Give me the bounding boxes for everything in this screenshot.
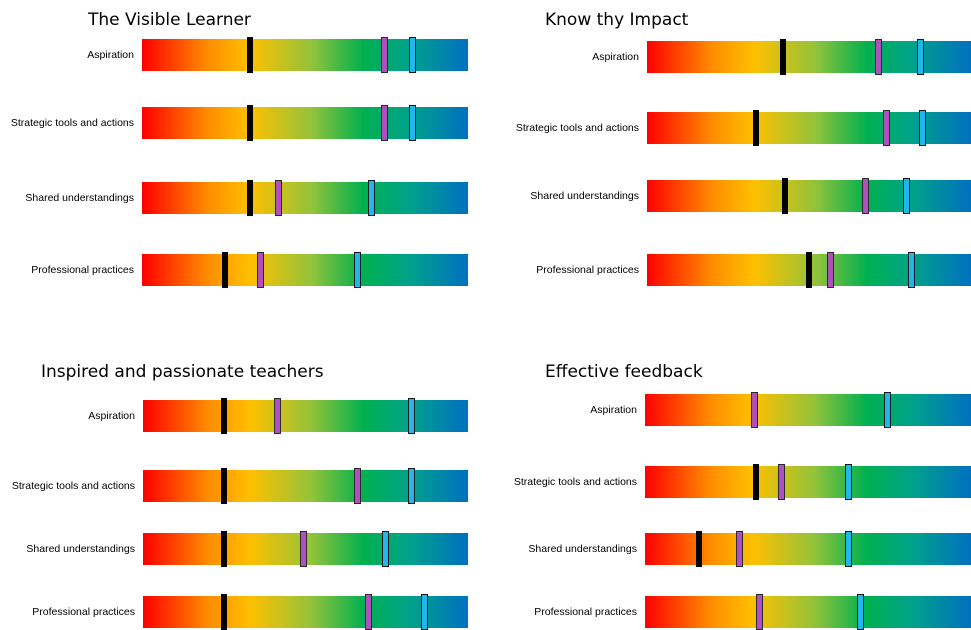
- row-label-professional-practices: Professional practices: [534, 606, 637, 618]
- black-marker: [752, 110, 759, 146]
- blue-marker: [918, 110, 926, 146]
- purple-marker: [275, 180, 283, 216]
- purple-marker: [257, 252, 265, 288]
- gradient-bar-professional-practices: [142, 252, 468, 288]
- black-marker: [221, 594, 228, 630]
- gradient-bar-strategic-tools-and-actions: [142, 105, 468, 141]
- gradient-bar-strategic-tools-and-actions: [647, 110, 971, 146]
- row-label-strategic-tools-and-actions: Strategic tools and actions: [513, 476, 637, 488]
- blue-marker: [884, 392, 892, 428]
- panel-title: Effective feedback: [545, 362, 703, 382]
- purple-marker: [875, 39, 883, 75]
- purple-marker: [750, 392, 758, 428]
- gradient-bar-aspiration: [647, 39, 971, 75]
- blue-marker: [845, 531, 853, 567]
- purple-marker: [755, 594, 763, 630]
- black-marker: [752, 464, 759, 500]
- gradient-bar-professional-practices: [647, 252, 971, 288]
- blue-marker: [845, 464, 853, 500]
- blue-marker: [409, 105, 417, 141]
- blue-marker: [420, 594, 428, 630]
- purple-marker: [354, 468, 361, 504]
- blue-marker: [907, 252, 915, 288]
- row-label-strategic-tools-and-actions: Strategic tools and actions: [515, 122, 639, 134]
- gradient-bar-shared-understandings: [645, 531, 971, 567]
- black-marker: [246, 105, 253, 141]
- purple-marker: [778, 464, 786, 500]
- purple-marker: [883, 110, 891, 146]
- gradient-bar-shared-understandings: [647, 178, 971, 214]
- blue-marker: [381, 531, 389, 567]
- row-label-shared-understandings: Shared understandings: [25, 192, 134, 204]
- row-label-professional-practices: Professional practices: [32, 606, 135, 618]
- panel-title: Know thy Impact: [545, 10, 689, 30]
- purple-marker: [274, 398, 282, 434]
- black-marker: [781, 178, 788, 214]
- blue-marker: [409, 37, 417, 73]
- blue-marker: [353, 252, 361, 288]
- gradient-bar-professional-practices: [645, 594, 971, 630]
- blue-marker: [407, 468, 415, 504]
- gradient-bar-aspiration: [645, 392, 971, 428]
- purple-marker: [736, 531, 744, 567]
- row-label-aspiration: Aspiration: [590, 404, 637, 416]
- panel-title: Inspired and passionate teachers: [41, 362, 324, 382]
- panel-title: The Visible Learner: [88, 10, 251, 30]
- purple-marker: [381, 37, 389, 73]
- gradient-bar-aspiration: [143, 398, 468, 434]
- row-label-professional-practices: Professional practices: [536, 264, 639, 276]
- row-label-professional-practices: Professional practices: [31, 264, 134, 276]
- blue-marker: [407, 398, 415, 434]
- black-marker: [221, 531, 228, 567]
- gradient-bar-shared-understandings: [142, 180, 468, 216]
- gradient-bar-strategic-tools-and-actions: [645, 464, 971, 500]
- row-label-strategic-tools-and-actions: Strategic tools and actions: [10, 117, 134, 129]
- row-label-shared-understandings: Shared understandings: [26, 543, 135, 555]
- purple-marker: [365, 594, 373, 630]
- gradient-bar-strategic-tools-and-actions: [143, 468, 468, 504]
- purple-marker: [381, 105, 389, 141]
- row-label-aspiration: Aspiration: [88, 410, 135, 422]
- blue-marker: [856, 594, 864, 630]
- black-marker: [246, 37, 253, 73]
- black-marker: [221, 398, 228, 434]
- row-label-shared-understandings: Shared understandings: [530, 190, 639, 202]
- blue-marker: [917, 39, 925, 75]
- black-marker: [780, 39, 787, 75]
- blue-marker: [902, 178, 910, 214]
- row-label-aspiration: Aspiration: [87, 49, 134, 61]
- purple-marker: [862, 178, 870, 214]
- gradient-bar-shared-understandings: [143, 531, 468, 567]
- gradient-bar-aspiration: [142, 37, 468, 73]
- black-marker: [695, 531, 702, 567]
- purple-marker: [300, 531, 308, 567]
- black-marker: [221, 468, 228, 504]
- row-label-shared-understandings: Shared understandings: [528, 543, 637, 555]
- blue-marker: [368, 180, 376, 216]
- gradient-bar-professional-practices: [143, 594, 468, 630]
- black-marker: [806, 252, 812, 288]
- black-marker: [222, 252, 229, 288]
- row-label-aspiration: Aspiration: [592, 51, 639, 63]
- row-label-strategic-tools-and-actions: Strategic tools and actions: [11, 480, 135, 492]
- purple-marker: [826, 252, 834, 288]
- black-marker: [246, 180, 253, 216]
